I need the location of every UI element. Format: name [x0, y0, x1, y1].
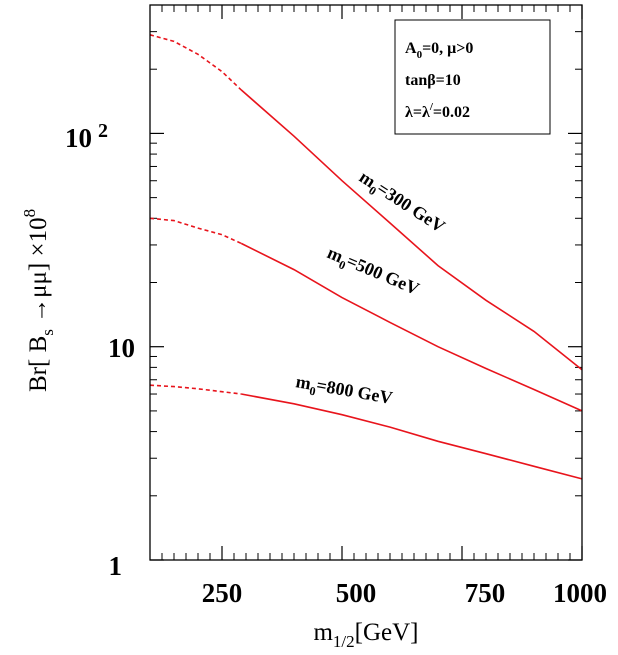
x-tick-label-500: 500 [336, 578, 377, 608]
x-axis-title: m1/2[GeV] [313, 619, 418, 651]
y-tick-label-1: 1 [109, 551, 123, 581]
minor-ticks [150, 4, 582, 560]
curve-label-m0-500: m0=500 GeV [323, 242, 422, 302]
y-axis-title: Br[ Bs →μμ] ×108 [20, 209, 57, 392]
curve-dashed-2 [149, 384, 242, 395]
axis-ticks [150, 5, 583, 561]
y-tick-label-10: 10 [108, 333, 135, 363]
curve-solid-0 [240, 89, 583, 371]
curve-dashed-0 [149, 34, 242, 91]
curve-label-m0-800: m0=800 GeV [294, 371, 394, 412]
y-tick-label-100: 10 2 [65, 120, 108, 153]
legend-frame [394, 19, 551, 135]
legend-box: A0=0, μ>0 tanβ=10 λ=λ/=0.02 [394, 19, 551, 135]
legend-line-tanbeta: tanβ=10 [405, 72, 461, 89]
curve-dashed-1 [149, 217, 242, 245]
legend-line-a0-mu: A0=0, μ>0 [405, 40, 473, 61]
legend-line-lambda: λ=λ/=0.02 [405, 101, 470, 121]
plot-frame [149, 4, 583, 561]
x-tick-label-750: 750 [465, 578, 506, 608]
curve-solid-1 [240, 242, 583, 412]
curve-solid-2 [241, 393, 583, 480]
curves [149, 34, 583, 480]
x-tick-label-1000: 1000 [553, 578, 607, 608]
x-tick-label-250: 250 [202, 578, 243, 608]
